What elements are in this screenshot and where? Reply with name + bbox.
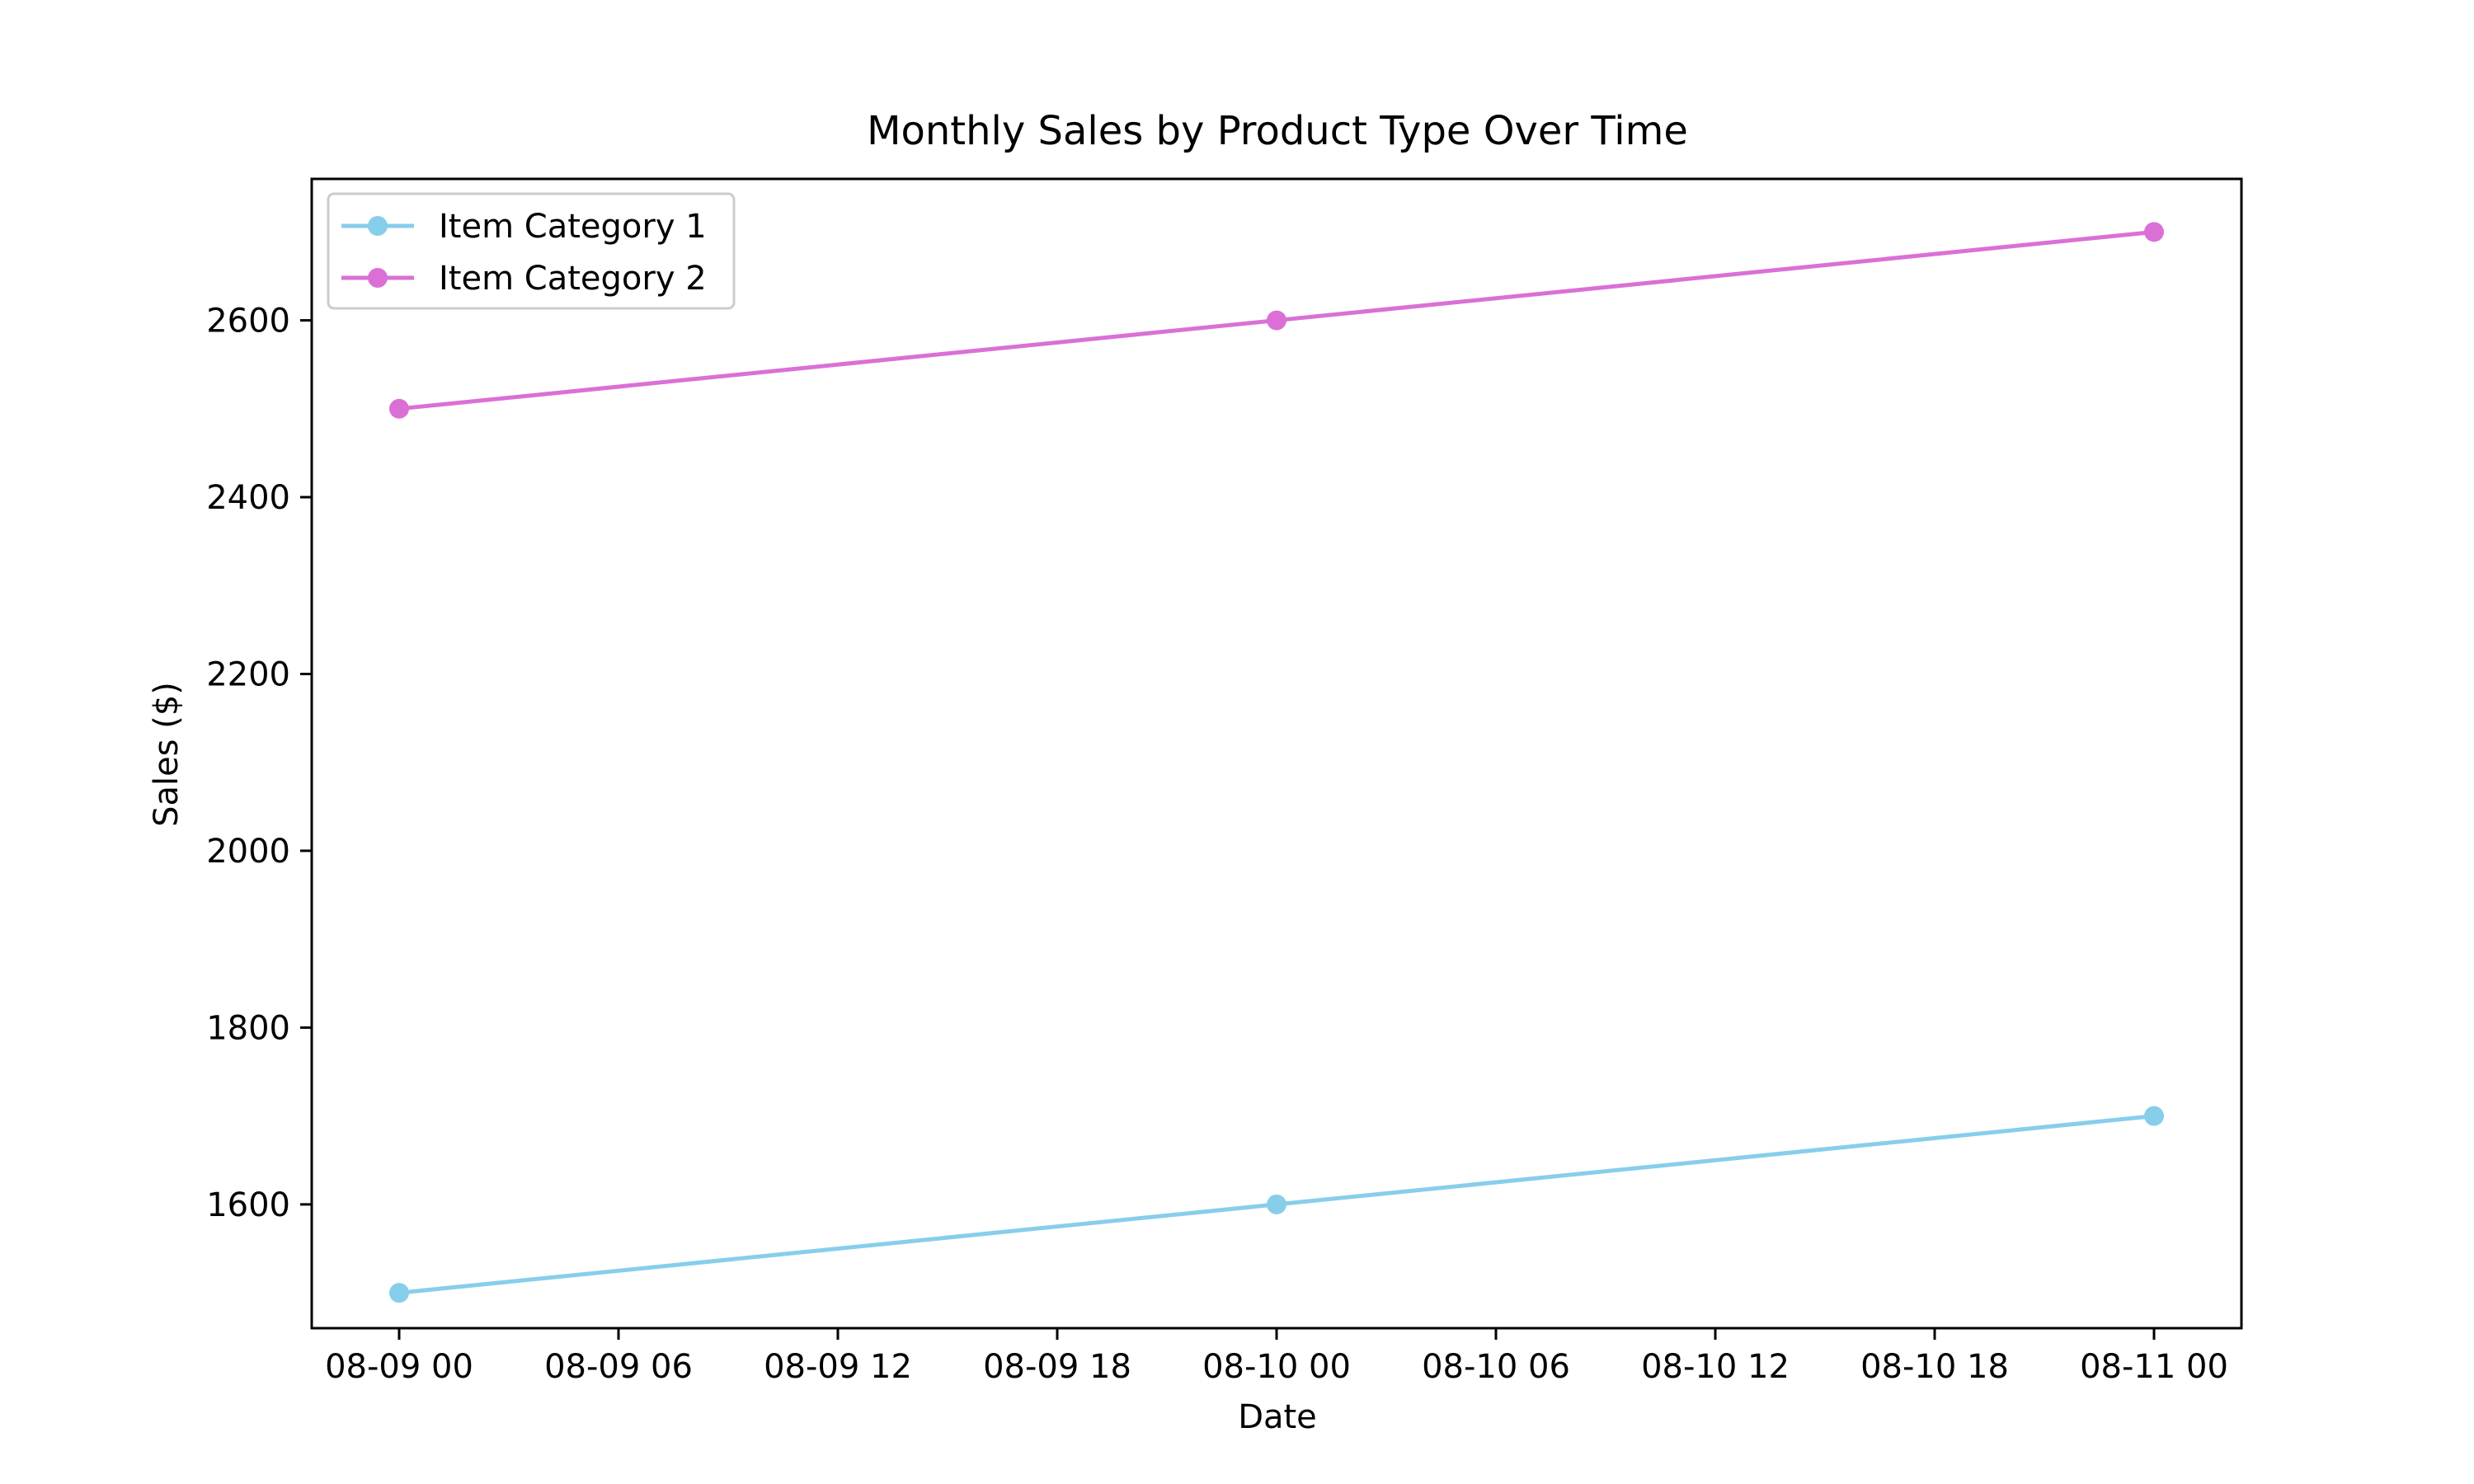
legend-marker-item-category-2 [368,268,388,288]
legend-label-item-category-2: Item Category 2 [439,260,707,298]
x-tick-label-08-09-12: 08-09 12 [764,1348,912,1386]
legend-label-item-category-1: Item Category 1 [439,208,707,246]
y-tick-label-1800: 1800 [206,1009,290,1047]
y-tick-label-2600: 2600 [206,303,290,340]
x-tick-label-08-09-18: 08-09 18 [983,1348,1131,1386]
x-tick-label-08-10-18: 08-10 18 [1860,1348,2009,1386]
x-tick-label-08-09-00: 08-09 00 [325,1348,473,1386]
data-point-item-category-2-08-09-00 [389,398,409,419]
x-axis-ticks: 08-09 00 08-09 06 08-09 12 08-09 18 08-10 00… [325,1328,2228,1386]
series-layer [389,222,2164,1303]
y-tick-label-2000: 2000 [206,833,290,871]
x-tick-label-08-10-12: 08-10 12 [1641,1348,1790,1386]
y-axis-ticks: 1600 1800 2000 2200 2400 2600 [206,303,312,1224]
data-point-item-category-2-08-10-00 [1267,310,1286,331]
data-point-item-category-1-08-11-00 [2144,1106,2164,1126]
x-tick-label-08-09-06: 08-09 06 [544,1348,693,1386]
legend-box [327,192,736,310]
chart-title: Monthly Sales by Product Type Over Time [867,108,1688,154]
y-axis-label: Sales ($) [148,682,186,827]
x-axis-label: Date [1238,1398,1317,1436]
y-tick-label-1600: 1600 [206,1186,290,1224]
data-point-item-category-1-08-10-00 [1267,1194,1286,1214]
data-point-item-category-1-08-09-00 [389,1283,409,1303]
legend-marker-item-category-1 [368,216,388,236]
x-tick-label-08-11-00: 08-11 00 [2080,1348,2228,1386]
data-point-item-category-2-08-11-00 [2144,222,2164,242]
x-tick-label-08-10-06: 08-10 06 [1422,1348,1570,1386]
y-tick-label-2200: 2200 [206,655,290,693]
y-tick-label-2400: 2400 [206,479,290,517]
x-tick-label-08-10-00: 08-10 00 [1202,1348,1351,1386]
legend: Item Category 1 Item Category 2 [327,192,736,310]
